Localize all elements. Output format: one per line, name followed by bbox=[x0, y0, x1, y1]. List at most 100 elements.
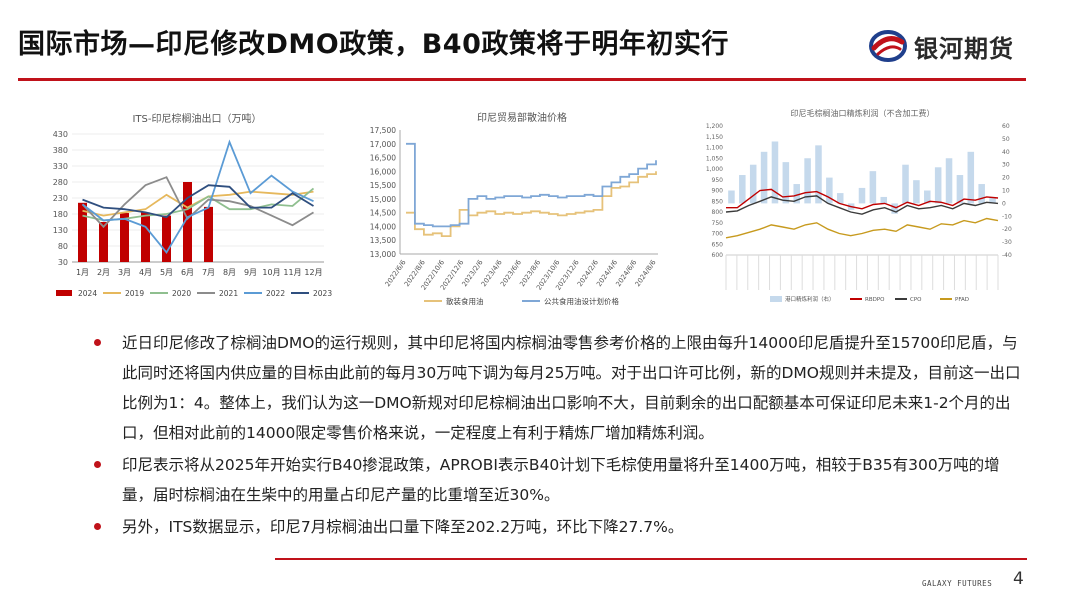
bar-refining-profit bbox=[880, 196, 888, 204]
chart-title: ITS-印尼棕榈油出口（万吨） bbox=[132, 112, 261, 125]
footer-brand: GALAXY FUTURES bbox=[922, 579, 993, 588]
chart-svg: 印尼贸易部散油价格 13,000 13,500 14,000 14,500 15,000 1… bbox=[370, 111, 658, 306]
bar-2024 bbox=[162, 215, 171, 262]
x-tick-label: 3月 bbox=[118, 268, 131, 277]
bullet-text: 印尼表示将从2025年开始实行B40掺混政策，APROBI表示B40计划下毛棕使… bbox=[122, 456, 1000, 504]
y-tick-label: 14,500 bbox=[370, 209, 396, 218]
bullet-text: 近日印尼修改了棕榈油DMO的运行规则，其中印尼将国内棕榈油零售参考价格的上限由每… bbox=[122, 334, 1021, 442]
x-tick-label: 2月 bbox=[97, 268, 110, 277]
legend-swatch bbox=[56, 290, 72, 296]
bar-refining-profit bbox=[945, 158, 953, 204]
y-left-tick-label: 900 bbox=[712, 188, 724, 195]
refining-profit-chart: 印尼毛棕榈油口精炼利润（不含加工费） 600 650 700 750 800 850 900 9… bbox=[700, 100, 1025, 315]
chart-svg: 印尼毛棕榈油口精炼利润（不含加工费）6006507007508008509009… bbox=[706, 108, 1012, 303]
bar-refining-profit bbox=[956, 175, 964, 204]
bar-refining-profit bbox=[934, 167, 942, 204]
y-left-tick-label: 850 bbox=[712, 198, 724, 205]
bar-refining-profit bbox=[967, 151, 975, 204]
y-tick-label: 230 bbox=[53, 194, 68, 203]
bar-2024 bbox=[204, 206, 213, 262]
x-tick-label: 8月 bbox=[223, 268, 236, 277]
y-right-tick-label: -10 bbox=[1002, 213, 1012, 220]
chart-title: 印尼贸易部散油价格 bbox=[477, 111, 567, 124]
y-tick-label: 380 bbox=[53, 146, 68, 155]
line-RBDPO bbox=[726, 188, 999, 210]
bar-refining-profit bbox=[793, 184, 800, 204]
bar-refining-profit bbox=[836, 193, 844, 204]
footer-divider bbox=[275, 558, 1027, 560]
y-right-tick-label: 30 bbox=[1002, 162, 1010, 169]
y-left-tick-label: 650 bbox=[712, 241, 724, 248]
line-2023 bbox=[82, 184, 314, 219]
bar-refining-profit bbox=[815, 145, 822, 204]
bar-2024 bbox=[141, 212, 150, 262]
y-tick-label: 13,500 bbox=[370, 236, 396, 245]
legend-label: 2024 bbox=[78, 289, 97, 298]
legend-swatch bbox=[770, 296, 782, 302]
line-2022 bbox=[81, 139, 314, 254]
indonesia-oil-price-chart: 印尼贸易部散油价格 13,000 13,500 14,000 14,500 15,000 1… bbox=[362, 104, 662, 314]
y-tick-label: 16,000 bbox=[370, 167, 396, 176]
bar-refining-profit bbox=[902, 164, 909, 204]
y-left-tick-label: 750 bbox=[712, 220, 724, 227]
y-tick-label: 130 bbox=[53, 226, 68, 235]
y-tick-label: 430 bbox=[53, 130, 68, 139]
legend-label: 公共食用油设计划价格 bbox=[544, 296, 619, 306]
logo-text: 银河期货 bbox=[914, 34, 1014, 63]
bar-refining-profit bbox=[858, 187, 866, 204]
y-left-tick-label: 950 bbox=[712, 177, 724, 184]
bar-refining-profit bbox=[739, 175, 746, 204]
bar-refining-profit bbox=[826, 177, 833, 204]
x-tick-label: 6月 bbox=[181, 268, 194, 277]
bullet-dot-icon bbox=[94, 461, 101, 468]
y-tick-label: 180 bbox=[53, 210, 68, 219]
bar-refining-profit bbox=[728, 190, 735, 204]
title-divider bbox=[18, 78, 1026, 81]
y-right-tick-label: 20 bbox=[1002, 175, 1010, 182]
bullet-item: 印尼表示将从2025年开始实行B40掺混政策，APROBI表示B40计划下毛棕使… bbox=[92, 450, 1027, 510]
y-right-tick-label: 10 bbox=[1002, 188, 1010, 195]
y-tick-label: 15,000 bbox=[370, 195, 396, 204]
bullet-item: 近日印尼修改了棕榈油DMO的运行规则，其中印尼将国内棕榈油零售参考价格的上限由每… bbox=[92, 328, 1027, 448]
x-tick-label: 12月 bbox=[304, 268, 322, 277]
bullet-dot-icon bbox=[94, 339, 101, 346]
x-tick-label: 7月 bbox=[202, 268, 215, 277]
y-tick-label: 16,500 bbox=[370, 154, 396, 163]
y-left-tick-label: 600 bbox=[712, 252, 724, 259]
legend-label: PFAD bbox=[955, 297, 969, 303]
y-tick-label: 14,000 bbox=[370, 222, 396, 231]
line-PFAD bbox=[725, 217, 999, 239]
y-left-tick-label: 1,050 bbox=[706, 155, 723, 162]
bar-2024 bbox=[183, 182, 192, 262]
bar-refining-profit bbox=[760, 151, 768, 204]
bullet-item: 另外，ITS数据显示，印尼7月棕榈油出口量下降至202.2万吨，环比下降27.7… bbox=[92, 512, 1027, 542]
bar-refining-profit bbox=[989, 196, 996, 204]
y-right-tick-label: 0 bbox=[1002, 200, 1006, 207]
y-tick-label: 330 bbox=[53, 162, 68, 171]
y-right-tick-label: -40 bbox=[1002, 252, 1012, 259]
y-right-tick-label: 60 bbox=[1002, 123, 1010, 130]
bar-refining-profit bbox=[869, 171, 877, 204]
line-散装食用油 bbox=[406, 171, 657, 237]
chart-title: 印尼毛棕榈油口精炼利润（不含加工费） bbox=[791, 108, 935, 118]
bar-refining-profit bbox=[782, 162, 790, 204]
chart-svg: ITS-印尼棕榈油出口（万吨） 30 80 130 180 230 280 330 380 430… bbox=[53, 112, 332, 298]
y-left-tick-label: 700 bbox=[712, 231, 724, 238]
legend-label: RBDPO bbox=[865, 297, 885, 303]
y-tick-label: 15,500 bbox=[370, 181, 396, 190]
legend-label: 港口精炼利润（右） bbox=[785, 295, 835, 303]
bar-2024 bbox=[120, 213, 129, 262]
bar-refining-profit bbox=[749, 164, 757, 204]
y-right-tick-label: 50 bbox=[1002, 136, 1010, 143]
bar-refining-profit bbox=[913, 180, 920, 204]
legend-label: 散装食用油 bbox=[446, 296, 484, 306]
galaxy-futures-logo: 银河期货 bbox=[868, 26, 1014, 66]
y-tick-label: 17,000 bbox=[370, 140, 396, 149]
bar-2024 bbox=[99, 222, 108, 262]
legend-label: 2023 bbox=[313, 289, 332, 298]
y-left-tick-label: 800 bbox=[712, 209, 724, 216]
legend-label: 2019 bbox=[125, 289, 144, 298]
y-tick-label: 13,000 bbox=[370, 250, 396, 259]
legend-label: 2022 bbox=[266, 289, 285, 298]
bar-refining-profit bbox=[891, 203, 898, 214]
